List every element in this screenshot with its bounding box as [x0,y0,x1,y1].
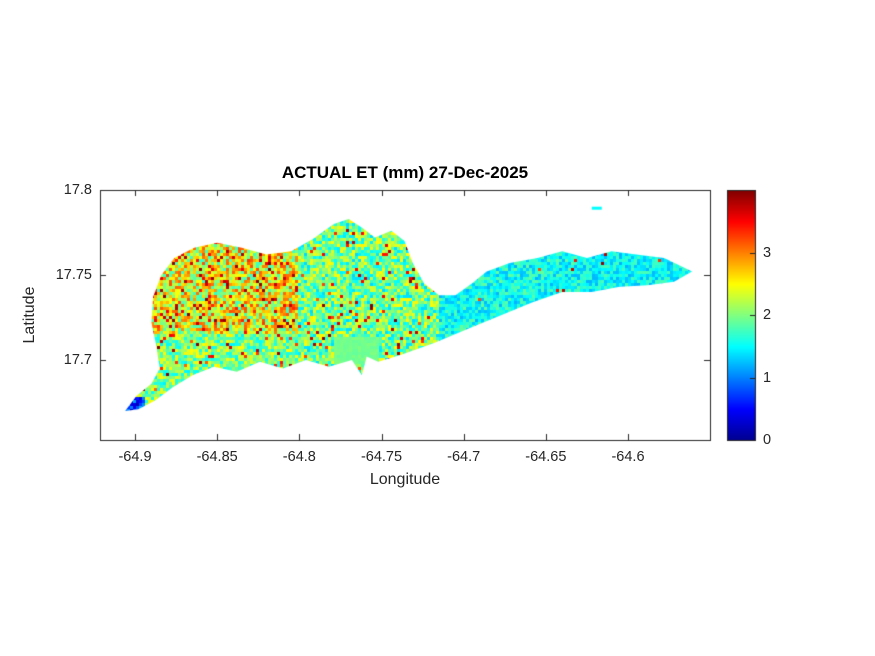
x-tick-label: -64.9 [118,449,152,465]
colorbar-tick-label: 1 [763,369,772,386]
x-tick-label: -64.65 [525,449,567,465]
colorbar-tick-label: 3 [763,244,772,261]
colorbar-tick-label: 2 [763,307,772,323]
x-tick-label: -64.75 [360,449,403,465]
x-tick-label: -64.6 [611,449,645,465]
y-tick-label: 17.7 [63,351,92,368]
y-tick-label: 17.8 [63,182,92,198]
x-axis-label: Longitude [369,471,441,488]
x-tick-label: -64.7 [447,449,481,465]
colorbar-tick-label: 0 [763,432,772,448]
x-tick-label: -64.8 [282,449,316,465]
y-tick-label: 17.75 [55,266,92,283]
y-axis-label: Latitude [21,286,38,344]
chart-title: ACTUAL ET (mm) 27-Dec-2025 [281,163,529,182]
x-tick-label: -64.85 [196,449,238,465]
